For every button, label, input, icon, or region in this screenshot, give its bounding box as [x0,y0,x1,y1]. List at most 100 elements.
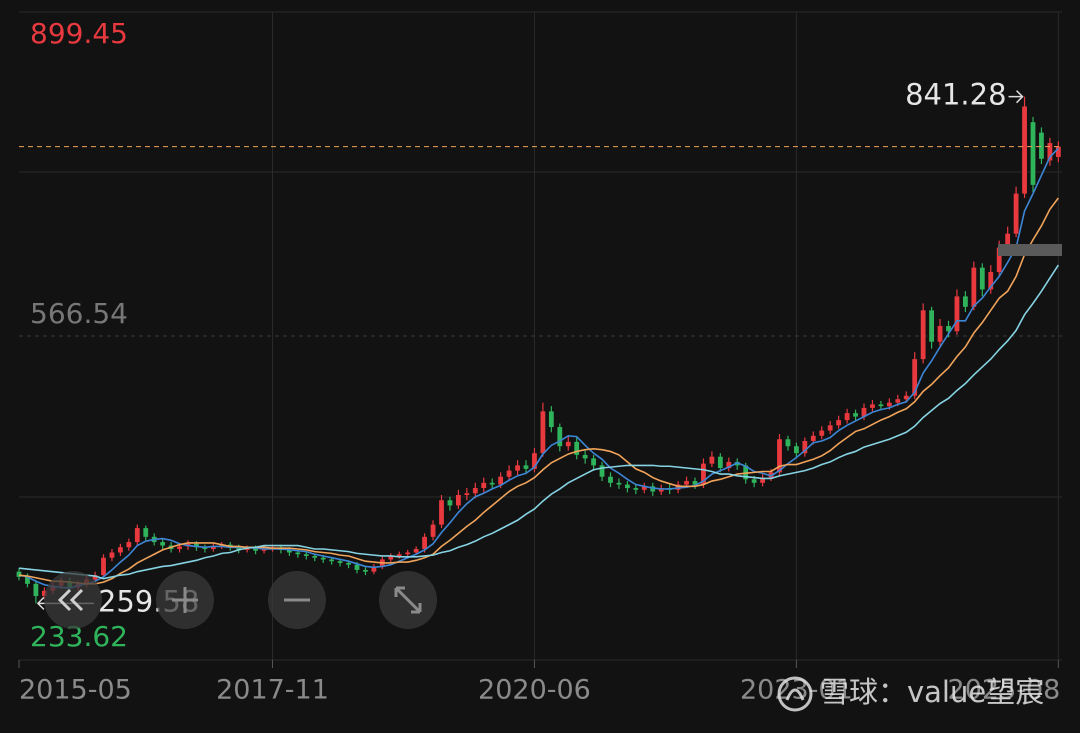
fullscreen-button[interactable] [379,571,437,629]
candle-body [844,413,850,421]
icon [394,586,422,614]
candle-body [329,559,335,562]
candle-body [244,548,250,550]
candle-body [447,500,453,506]
candle-body [363,569,368,572]
zoom-in-button[interactable] [156,571,214,629]
candle-body [532,453,537,469]
candle-body [1005,233,1011,248]
candle-body [506,470,512,477]
candle-body [41,590,47,597]
watermark-text: 雪球：value望宸 [820,675,1044,709]
candle-body [16,571,22,577]
candle-body [430,524,436,537]
candle-body [371,566,377,572]
candle-body [903,395,909,400]
candle-body [751,479,757,483]
candle-body [202,547,208,550]
moving-average-line [18,264,1060,580]
candle-body [1047,143,1053,161]
candle-body [912,359,918,396]
candle-body [785,439,791,447]
candle-body [591,458,596,466]
candle-body [895,399,901,403]
candle-body [853,413,858,417]
candle-body [717,456,723,469]
candle-body [25,576,30,584]
candle-body [971,267,977,307]
candle-body [337,561,343,563]
price-marker [998,244,1062,256]
candle-body [464,493,470,496]
candle-body [405,552,411,555]
candle-body [515,465,520,471]
candle-body [996,247,1002,273]
candle-body [118,547,123,553]
candle-body [810,435,816,441]
candle-body [929,310,934,342]
candle-body [422,536,427,550]
y-tick-label: 566.54 [30,297,128,330]
candle-body [540,411,546,454]
candle-body [650,486,656,492]
candle-body [675,484,681,490]
candle-body [726,461,732,469]
candle-body [413,549,419,553]
max-label: 841.28 [905,78,1006,112]
candle-body [1022,106,1027,194]
candle-body [1055,146,1061,158]
candle-body [456,495,461,506]
candle-body [836,420,842,426]
candle-body [523,465,529,469]
candle-body [177,546,182,550]
x-tick-label: 2015-05 [19,675,132,706]
max-label-arrow [1008,90,1024,104]
candle-body [920,310,926,360]
candle-body [101,557,106,576]
candle-body [861,407,867,417]
candle-body [608,476,613,483]
candle-body [937,326,943,342]
candle-body [574,441,580,455]
candle-body [160,542,166,546]
candle-body [472,488,478,494]
x-tick-label: 2025-08 [948,675,1061,706]
candle-body [312,555,318,558]
candle-body [878,404,884,407]
candle-body [498,476,504,485]
icon [172,587,198,613]
candle-body [295,552,301,555]
candle-body [439,500,444,525]
watermark: 雪球：value望宸 [777,675,1044,712]
candle-body [870,404,875,408]
candle-body [354,564,360,570]
scroll-left-button[interactable] [44,571,102,629]
candle-body [886,402,892,407]
candle-body [261,549,267,551]
candle-body [320,557,326,560]
candle-body [963,296,968,307]
candle-body [396,554,402,556]
x-tick-label: 2017-11 [216,675,329,706]
candle-body [219,544,225,547]
candle-body [616,482,622,485]
candle-body [557,427,563,447]
candle-body [658,488,664,492]
candle-body [143,528,149,537]
candle-body [565,441,571,447]
toolbar [44,571,437,629]
candle-body [802,440,808,454]
candle-body [625,484,630,489]
zoom-out-button[interactable] [268,571,326,629]
x-tick-label: 2020-06 [478,675,591,706]
candle-body [946,326,951,332]
candle-body [794,446,799,454]
candle-body [33,583,39,597]
candle-body [777,439,782,473]
icon [57,588,84,612]
candle-body [481,482,487,489]
candle-body [236,547,242,550]
candle-body [988,272,994,290]
candle-body [599,465,605,477]
